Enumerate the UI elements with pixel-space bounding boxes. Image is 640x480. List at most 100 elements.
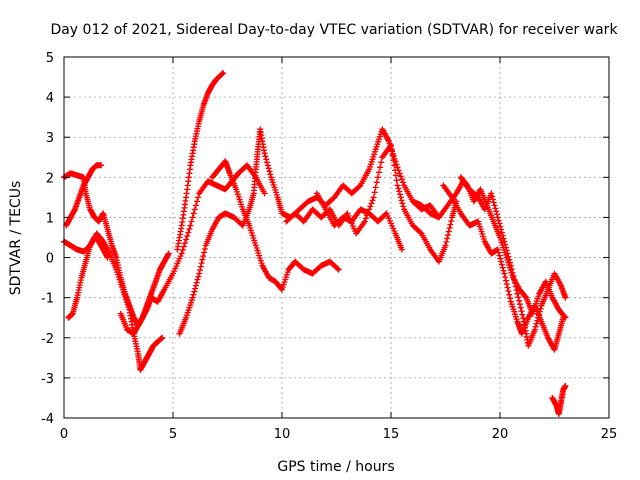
data-point — [496, 216, 499, 219]
series-trace-j — [313, 190, 405, 253]
y-tick-label: 0 — [46, 252, 54, 267]
data-point — [285, 220, 288, 223]
data-point — [520, 332, 523, 335]
data-point — [237, 172, 240, 175]
series-markers-trace-n — [549, 382, 569, 417]
data-point — [261, 264, 264, 267]
data-point — [254, 168, 257, 171]
data-point — [139, 320, 142, 323]
data-point — [450, 216, 454, 219]
data-point — [189, 164, 192, 167]
data-point — [557, 332, 561, 335]
y-tick-label: 2 — [46, 171, 54, 186]
data-point — [455, 192, 458, 195]
data-point — [136, 352, 140, 355]
data-point — [411, 200, 414, 203]
data-point — [86, 176, 90, 179]
data-point — [333, 196, 336, 199]
data-point — [176, 248, 179, 251]
data-point — [363, 220, 366, 223]
data-point — [359, 184, 362, 187]
data-point — [324, 208, 327, 211]
data-point — [333, 224, 336, 227]
data-point — [527, 344, 530, 347]
data-point — [91, 168, 94, 171]
data-point — [252, 192, 255, 195]
data-point — [509, 300, 513, 303]
data-point — [307, 200, 310, 203]
data-point — [387, 140, 390, 143]
data-point — [241, 224, 244, 227]
data-point — [206, 180, 210, 183]
data-point — [150, 292, 153, 295]
data-point — [263, 152, 266, 155]
data-point — [559, 284, 563, 287]
data-point — [564, 296, 567, 299]
data-point — [350, 220, 353, 223]
data-point — [328, 260, 332, 263]
y-tick-label: -4 — [41, 412, 54, 427]
data-point — [496, 248, 499, 251]
data-point — [546, 336, 550, 339]
series-markers-trace-l — [440, 182, 567, 353]
data-point — [211, 228, 214, 231]
data-point — [67, 316, 70, 319]
data-point — [505, 256, 508, 259]
series-markers-trace-e — [117, 162, 268, 337]
data-point — [337, 268, 340, 271]
data-point — [315, 192, 319, 195]
data-point — [73, 208, 77, 211]
data-point — [276, 196, 279, 199]
data-point — [538, 292, 541, 295]
data-point — [235, 188, 238, 191]
data-point — [180, 252, 183, 255]
data-point — [82, 250, 85, 253]
data-point — [158, 268, 162, 271]
data-point — [518, 288, 521, 291]
data-point — [293, 260, 297, 263]
data-point — [211, 176, 214, 179]
series-markers-trace-g — [176, 126, 442, 337]
data-point — [293, 212, 297, 215]
data-point — [95, 164, 98, 167]
data-point — [302, 220, 305, 223]
data-point — [152, 344, 155, 347]
data-point — [78, 196, 81, 199]
data-point — [241, 208, 244, 211]
data-point — [359, 208, 362, 211]
data-point — [256, 148, 260, 151]
data-point — [145, 308, 148, 311]
data-point — [75, 174, 79, 177]
data-point — [381, 156, 384, 159]
data-point — [483, 208, 486, 211]
data-point — [320, 216, 323, 219]
data-point — [553, 272, 556, 275]
data-point — [198, 192, 201, 195]
data-point — [503, 272, 506, 275]
data-point — [254, 244, 257, 247]
data-point — [69, 172, 72, 175]
data-point — [555, 404, 558, 408]
data-point — [93, 236, 96, 239]
data-point — [385, 212, 388, 215]
data-point — [394, 232, 397, 235]
data-point — [167, 252, 170, 255]
data-point — [350, 192, 353, 195]
data-point — [217, 216, 220, 219]
series-trace-d — [65, 234, 111, 321]
data-point — [531, 312, 534, 315]
data-point — [346, 212, 349, 215]
data-point — [82, 176, 85, 179]
data-point — [126, 328, 129, 331]
data-point — [540, 320, 543, 323]
data-point — [551, 296, 554, 299]
data-point — [204, 244, 207, 247]
data-point — [459, 212, 462, 215]
data-point — [483, 240, 486, 243]
data-point — [99, 164, 103, 167]
data-point — [402, 208, 406, 211]
data-point — [459, 176, 462, 179]
data-point — [450, 196, 454, 199]
data-point — [93, 216, 96, 219]
